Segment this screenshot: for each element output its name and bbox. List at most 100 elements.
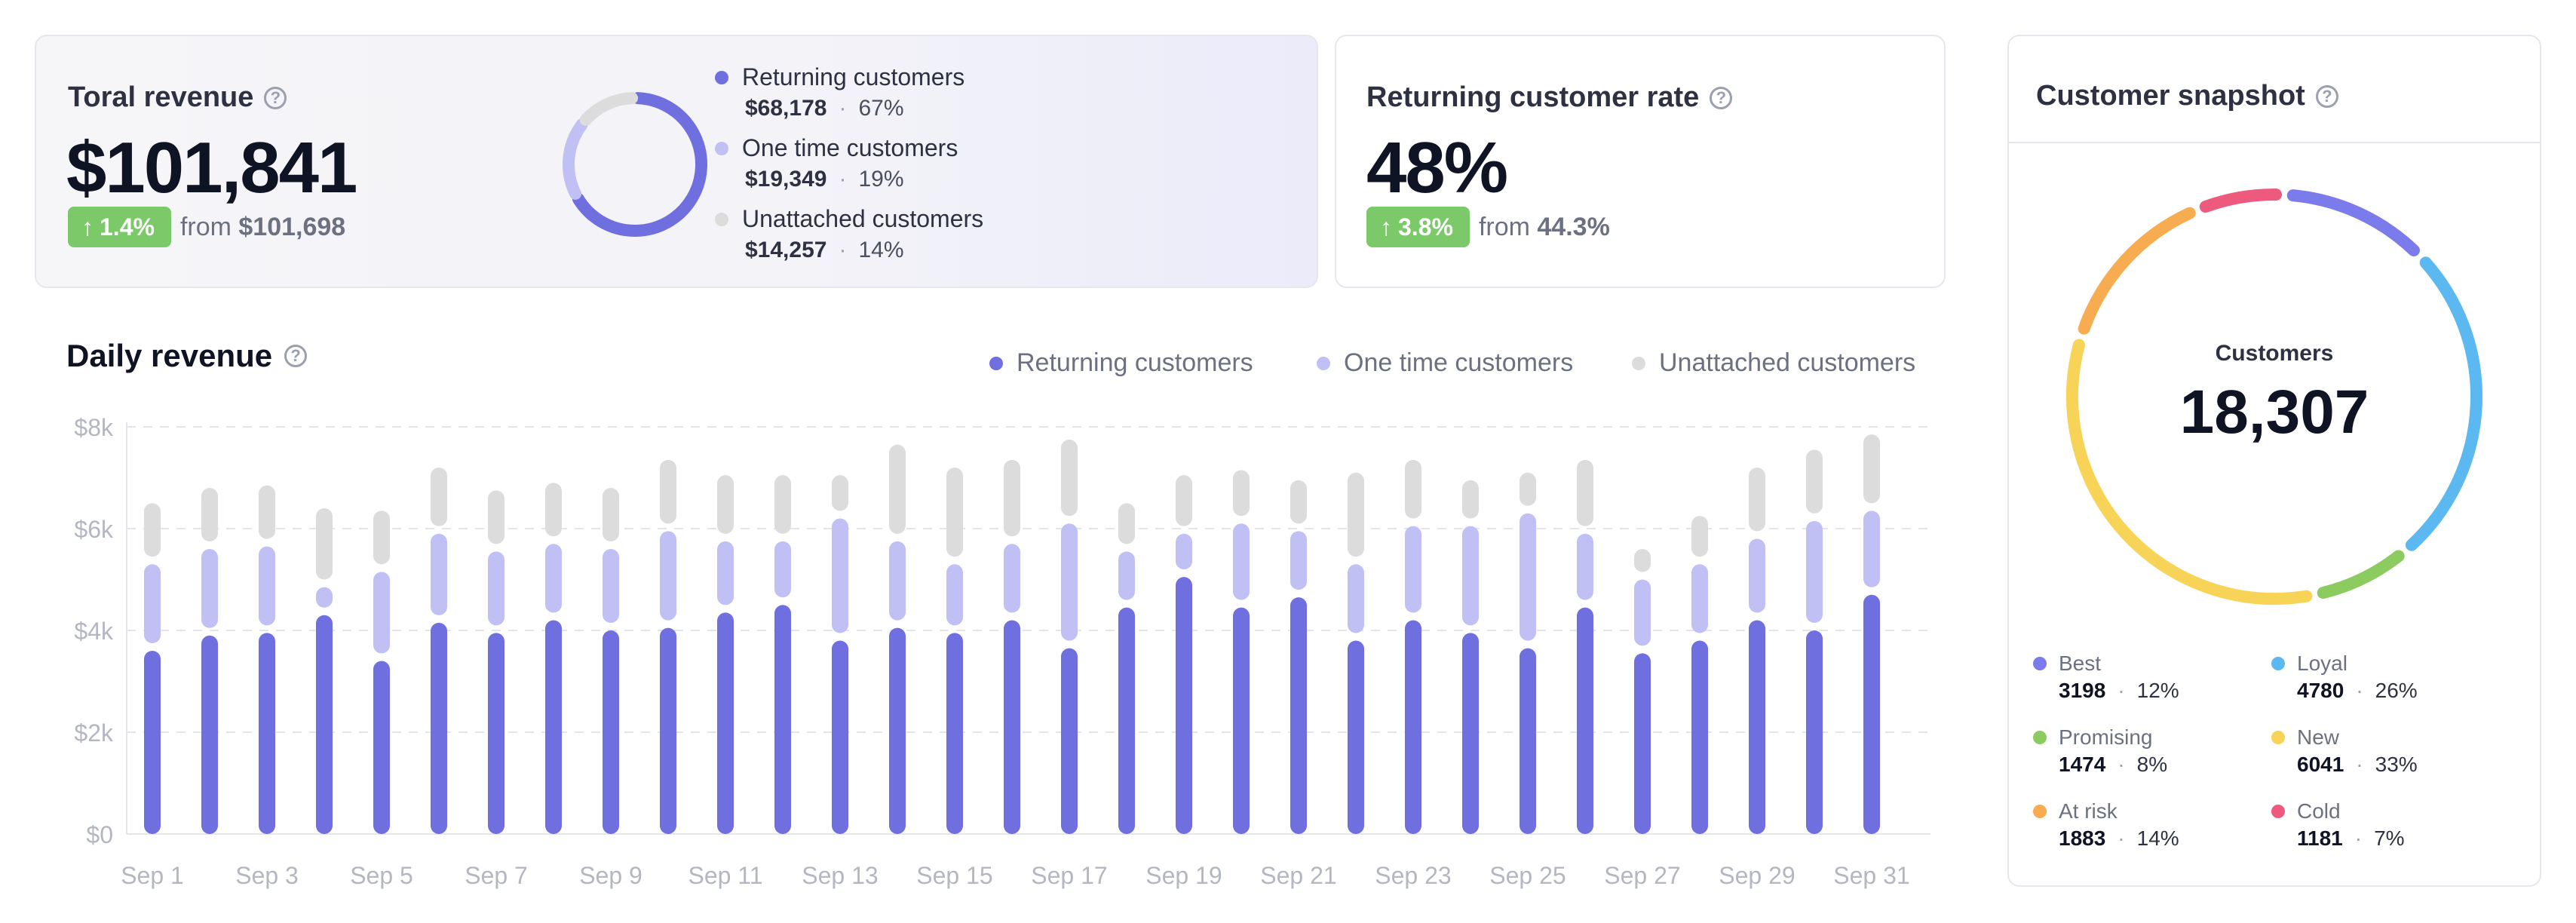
bar-returning-customers[interactable] [1749, 620, 1765, 835]
bar-returning-customers[interactable] [488, 633, 504, 834]
bar-unattached-customers[interactable] [1061, 439, 1078, 517]
bar-one-time-customers[interactable] [373, 572, 390, 654]
bar-one-time-customers[interactable] [488, 551, 504, 626]
bar-one-time-customers[interactable] [1290, 531, 1307, 590]
bar-returning-customers[interactable] [603, 630, 619, 834]
bar-unattached-customers[interactable] [1004, 459, 1020, 537]
bar-unattached-customers[interactable] [316, 508, 333, 580]
bar-unattached-customers[interactable] [431, 468, 447, 526]
bar-unattached-customers[interactable] [201, 488, 218, 541]
bar-unattached-customers[interactable] [603, 488, 619, 541]
help-icon[interactable]: ? [264, 86, 287, 109]
bar-unattached-customers[interactable] [774, 475, 791, 534]
bar-unattached-customers[interactable] [545, 483, 562, 537]
bar-unattached-customers[interactable] [1577, 459, 1593, 526]
bar-one-time-customers[interactable] [774, 541, 791, 598]
bar-returning-customers[interactable] [1520, 648, 1536, 834]
bar-returning-customers[interactable] [1061, 648, 1078, 834]
bar-unattached-customers[interactable] [832, 475, 848, 511]
bar-one-time-customers[interactable] [889, 541, 906, 621]
ring-segment-cold[interactable] [2199, 189, 2283, 213]
bar-unattached-customers[interactable] [1290, 480, 1307, 524]
help-icon[interactable]: ? [2315, 84, 2338, 108]
bar-unattached-customers[interactable] [1176, 475, 1192, 526]
help-icon[interactable]: ? [284, 345, 308, 367]
bar-unattached-customers[interactable] [144, 503, 161, 557]
bar-one-time-customers[interactable] [545, 544, 562, 613]
ring-segment-new[interactable] [2066, 339, 2313, 605]
ring-segment-best[interactable] [2286, 189, 2420, 257]
ring-segment-loyal[interactable] [2405, 256, 2482, 551]
bar-one-time-customers[interactable] [946, 564, 963, 626]
bar-one-time-customers[interactable] [1061, 523, 1078, 641]
bar-returning-customers[interactable] [1577, 607, 1593, 834]
bar-one-time-customers[interactable] [144, 564, 161, 643]
bar-unattached-customers[interactable] [889, 444, 906, 534]
bar-unattached-customers[interactable] [1233, 470, 1250, 517]
bar-unattached-customers[interactable] [373, 511, 390, 565]
bar-returning-customers[interactable] [832, 640, 848, 835]
bar-one-time-customers[interactable] [201, 549, 218, 628]
bar-one-time-customers[interactable] [1462, 526, 1479, 626]
bar-one-time-customers[interactable] [1691, 564, 1708, 633]
bar-one-time-customers[interactable] [832, 518, 848, 633]
bar-one-time-customers[interactable] [1806, 520, 1823, 623]
bar-one-time-customers[interactable] [717, 541, 734, 606]
bar-returning-customers[interactable] [660, 627, 676, 834]
bar-returning-customers[interactable] [316, 615, 333, 834]
bar-one-time-customers[interactable] [431, 533, 447, 615]
bar-unattached-customers[interactable] [1863, 434, 1880, 504]
bar-returning-customers[interactable] [259, 633, 275, 834]
bar-unattached-customers[interactable] [488, 490, 504, 544]
bar-returning-customers[interactable] [1691, 640, 1708, 835]
bar-returning-customers[interactable] [1176, 577, 1192, 834]
bar-returning-customers[interactable] [1405, 620, 1421, 835]
bar-unattached-customers[interactable] [1118, 503, 1135, 544]
bar-returning-customers[interactable] [1863, 594, 1880, 834]
bar-one-time-customers[interactable] [1405, 526, 1421, 613]
bar-one-time-customers[interactable] [1520, 513, 1536, 641]
bar-unattached-customers[interactable] [717, 475, 734, 534]
bar-unattached-customers[interactable] [1462, 480, 1479, 519]
bar-one-time-customers[interactable] [1634, 579, 1651, 646]
bar-returning-customers[interactable] [1233, 607, 1250, 834]
bar-unattached-customers[interactable] [946, 468, 963, 557]
bar-returning-customers[interactable] [1806, 630, 1823, 834]
bar-returning-customers[interactable] [201, 635, 218, 834]
bar-unattached-customers[interactable] [1806, 449, 1823, 514]
bar-returning-customers[interactable] [1462, 633, 1479, 834]
bar-unattached-customers[interactable] [1691, 516, 1708, 557]
bar-unattached-customers[interactable] [1520, 472, 1536, 506]
bar-one-time-customers[interactable] [660, 531, 676, 621]
bar-one-time-customers[interactable] [1004, 544, 1020, 613]
bar-returning-customers[interactable] [373, 661, 390, 835]
bar-one-time-customers[interactable] [1118, 551, 1135, 600]
bar-returning-customers[interactable] [889, 627, 906, 834]
bar-unattached-customers[interactable] [1405, 459, 1421, 519]
bar-returning-customers[interactable] [774, 605, 791, 834]
bar-unattached-customers[interactable] [1348, 472, 1364, 557]
bar-unattached-customers[interactable] [259, 485, 275, 539]
bar-returning-customers[interactable] [144, 651, 161, 834]
bar-returning-customers[interactable] [1634, 653, 1651, 834]
bar-one-time-customers[interactable] [1348, 564, 1364, 633]
bar-one-time-customers[interactable] [1577, 533, 1593, 600]
bar-returning-customers[interactable] [1004, 620, 1020, 835]
bar-one-time-customers[interactable] [316, 587, 333, 608]
bar-one-time-customers[interactable] [1749, 538, 1765, 613]
help-icon[interactable]: ? [1710, 86, 1733, 109]
ring-segment-promising[interactable] [2317, 550, 2405, 599]
bar-unattached-customers[interactable] [1634, 549, 1651, 572]
bar-returning-customers[interactable] [946, 633, 963, 834]
bar-one-time-customers[interactable] [1176, 533, 1192, 570]
bar-returning-customers[interactable] [717, 612, 734, 834]
ring-segment-at-risk[interactable] [2078, 207, 2196, 335]
bar-unattached-customers[interactable] [660, 459, 676, 524]
bar-unattached-customers[interactable] [1749, 468, 1765, 532]
bar-returning-customers[interactable] [431, 622, 447, 834]
bar-returning-customers[interactable] [1348, 640, 1364, 835]
bar-one-time-customers[interactable] [1863, 511, 1880, 587]
bar-returning-customers[interactable] [1290, 597, 1307, 834]
bar-one-time-customers[interactable] [603, 549, 619, 623]
bar-returning-customers[interactable] [1118, 607, 1135, 834]
